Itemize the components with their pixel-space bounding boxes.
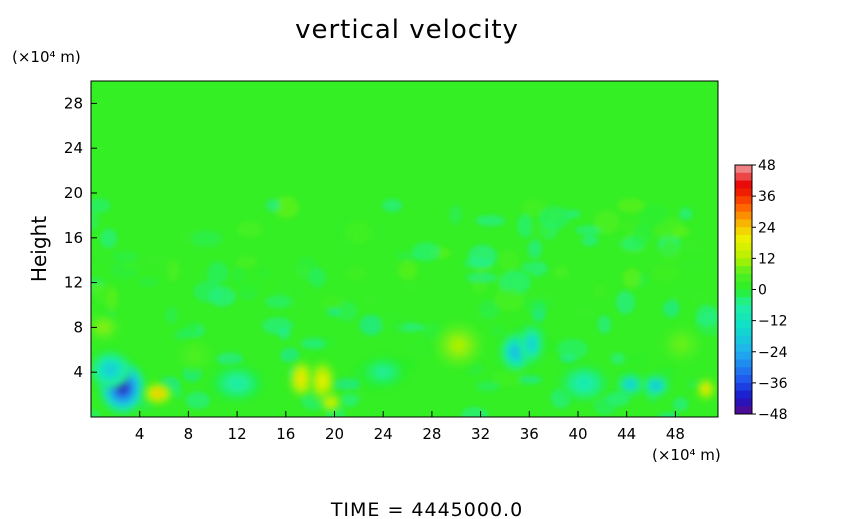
plot-area <box>91 81 718 417</box>
colorbar-segment <box>735 273 752 283</box>
colorbar-segment <box>735 312 752 322</box>
velocity-cell-9 <box>618 374 643 395</box>
velocity-cell-8 <box>520 326 543 363</box>
colorbar-segment <box>735 227 752 236</box>
velocity-cell-3 <box>289 361 314 397</box>
x-tick-label: 8 <box>184 425 194 443</box>
colorbar-tick-label: −12 <box>758 314 788 330</box>
x-tick-label: 12 <box>228 425 247 443</box>
velocity-cell-6 <box>434 322 484 368</box>
velocity-cell-15 <box>177 339 212 372</box>
y-axis-label: Height <box>27 216 51 282</box>
x-tick-label: 4 <box>135 425 145 443</box>
x-axis: 4 8 12 16 20 24 28 32 36 40 44 48 <box>135 411 685 443</box>
colorbar-segment <box>735 406 752 415</box>
colorbar-segment <box>735 375 752 384</box>
x-tick-label: 40 <box>568 425 587 443</box>
colorbar-segment <box>735 336 752 345</box>
chart-title: vertical velocity <box>295 15 519 45</box>
colorbar-segment <box>735 258 752 267</box>
x-tick-label: 32 <box>471 425 490 443</box>
y-axis-unit-label: (×10⁴ m) <box>12 48 81 66</box>
velocity-cell-14 <box>559 365 609 402</box>
colorbar-segment <box>735 359 752 368</box>
colorbar-segment <box>735 320 752 329</box>
velocity-cell-13 <box>210 365 264 402</box>
colorbar-segment <box>735 281 752 290</box>
colorbar-tick-label: 12 <box>758 251 776 267</box>
y-tick-label: 28 <box>64 94 83 112</box>
y-tick-label: 20 <box>64 184 83 202</box>
velocity-cell-12 <box>91 313 121 341</box>
y-tick-label: 12 <box>64 274 83 292</box>
colorbar-segment <box>735 328 752 337</box>
x-tick-label: 36 <box>520 425 539 443</box>
x-tick-label: 16 <box>276 425 295 443</box>
colorbar-segment <box>735 203 752 213</box>
velocity-cell-11 <box>697 378 715 400</box>
y-tick-label: 8 <box>73 318 83 336</box>
y-tick-label: 24 <box>64 139 83 157</box>
colorbar-segment <box>735 219 752 228</box>
x-tick-label: 48 <box>666 425 685 443</box>
colorbar-segment <box>735 305 752 314</box>
colorbar-tick-label: −24 <box>758 345 788 361</box>
colorbar-segment <box>735 382 752 392</box>
colorbar-segment <box>735 390 752 399</box>
y-axis: 4 8 12 16 20 24 28 <box>64 94 97 381</box>
colorbar-tick-label: 24 <box>758 220 776 236</box>
colorbar-segment <box>735 297 752 306</box>
colorbar-segment <box>735 196 752 205</box>
velocity-cell-2 <box>144 383 172 404</box>
colorbar-tick-label: 0 <box>758 283 767 299</box>
time-label: TIME = 4445000.0 <box>330 499 523 519</box>
colorbar-segment <box>735 172 752 182</box>
colorbar-tick-label: −48 <box>758 407 788 423</box>
colorbar-segment <box>735 235 752 244</box>
colorbar-segment <box>735 188 752 197</box>
y-tick-label: 16 <box>64 229 83 247</box>
velocity-cell-16 <box>358 356 408 388</box>
colorbar-segment <box>735 367 752 376</box>
x-tick-label: 28 <box>422 425 441 443</box>
colorbar-segment <box>735 250 752 259</box>
velocity-cell-10 <box>643 375 669 396</box>
y-tick-label: 4 <box>73 363 83 381</box>
colorbar-segment <box>735 266 752 275</box>
x-axis-unit-label: (×10⁴ m) <box>652 446 721 464</box>
colorbar-segment <box>735 289 752 298</box>
velocity-cell-4 <box>310 361 335 402</box>
colorbar-segment <box>735 351 752 361</box>
colorbar <box>734 164 753 415</box>
x-tick-label: 20 <box>325 425 344 443</box>
x-tick-label: 24 <box>374 425 393 443</box>
colorbar-tick-label: 48 <box>758 158 776 174</box>
velocity-cell-1 <box>91 352 130 388</box>
colorbar-tick-label: −36 <box>758 376 788 392</box>
colorbar-segment <box>735 242 752 252</box>
colorbar-segment <box>735 343 752 353</box>
colorbar-segment <box>735 398 752 407</box>
colorbar-segment <box>735 211 752 220</box>
x-tick-label: 44 <box>617 425 636 443</box>
velocity-cell-17 <box>661 326 701 363</box>
plot-frame <box>90 80 719 418</box>
colorbar-segment <box>735 180 752 189</box>
velocity-cell-5 <box>321 393 341 412</box>
colorbar-segment <box>735 165 752 174</box>
colorbar-tick-label: 36 <box>758 189 776 205</box>
colorbar-ticks: 48 36 24 12 0 −12 −24 −36 −48 <box>752 158 788 423</box>
